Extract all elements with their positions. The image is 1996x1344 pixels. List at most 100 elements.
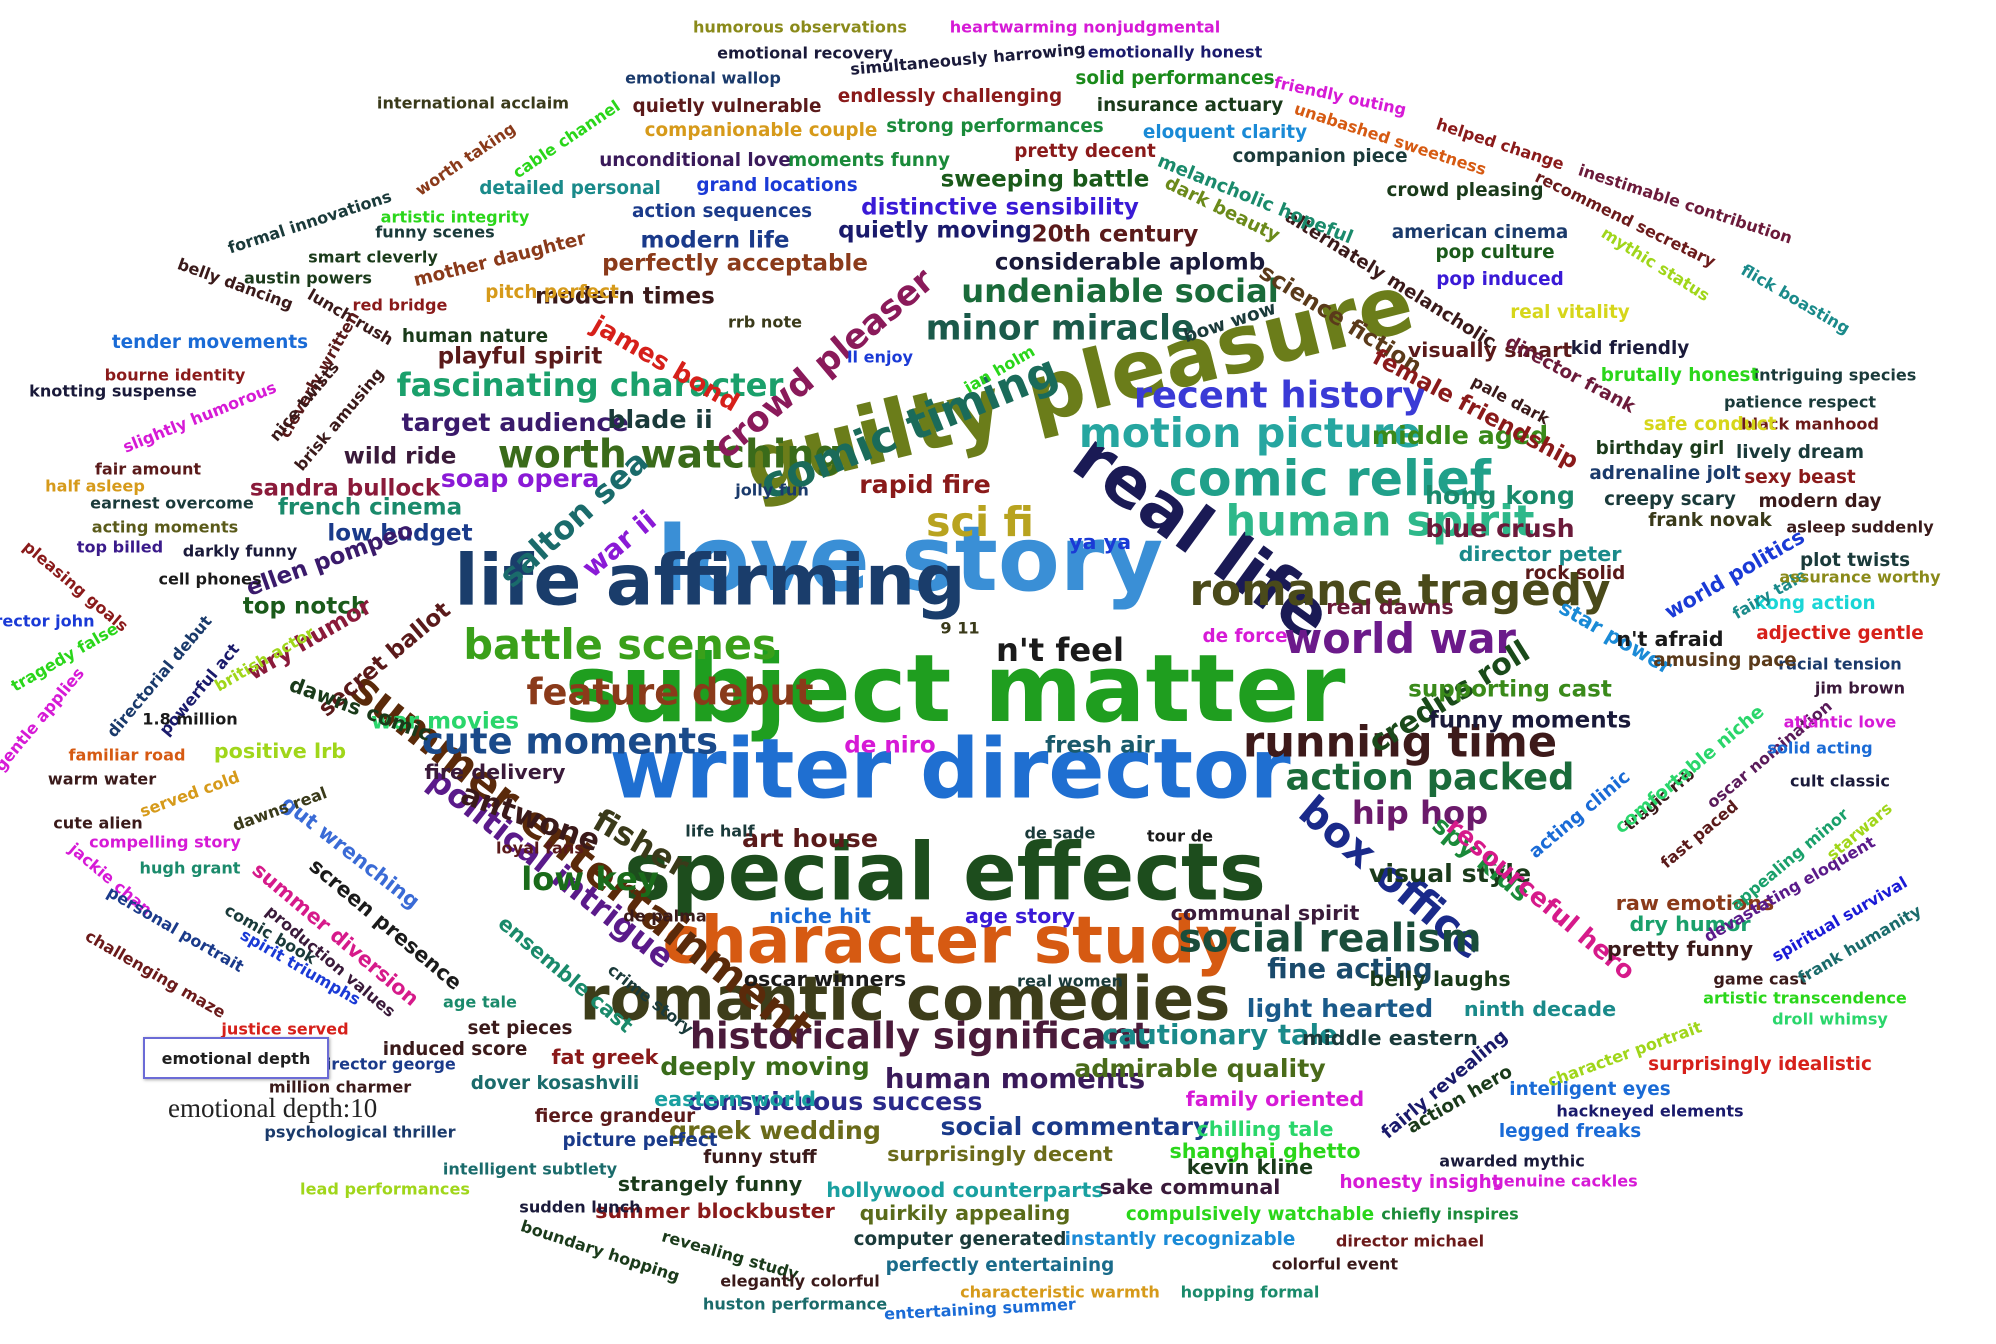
word-endlessly-challenging[interactable]: endlessly challenging [838,86,1062,107]
word-fast-paced[interactable]: fast paced [1657,796,1742,872]
word-low-key[interactable]: low key [521,860,658,898]
word-intelligent-subtlety[interactable]: intelligent subtlety [443,1160,618,1179]
word-middle-eastern[interactable]: middle eastern [1302,1026,1478,1050]
word-lead-performances[interactable]: lead performances [300,1180,470,1199]
word-minor-miracle[interactable]: minor miracle [926,309,1195,349]
word-american-cinema[interactable]: american cinema [1392,222,1569,243]
word-huston-performance[interactable]: huston performance [703,1295,887,1314]
word-solid-performances[interactable]: solid performances [1075,68,1274,89]
word-instantly-recognizable[interactable]: instantly recognizable [1065,1229,1296,1250]
word-visual-style[interactable]: visual style [1369,859,1531,888]
word-n-t-feel[interactable]: n't feel [996,631,1124,669]
word-comic-relief[interactable]: comic relief [1169,451,1492,508]
word-computer-generated[interactable]: computer generated [854,1229,1067,1250]
word-grand-locations[interactable]: grand locations [696,175,857,196]
word-subject-matter[interactable]: subject matter [565,635,1347,744]
word-surprisingly-idealistic[interactable]: surprisingly idealistic [1648,1054,1872,1075]
word-birthday-girl[interactable]: birthday girl [1596,438,1725,459]
word-sexy-beast[interactable]: sexy beast [1744,467,1856,488]
word-tender-movements[interactable]: tender movements [112,332,308,353]
word-quietly-vulnerable[interactable]: quietly vulnerable [633,96,822,117]
word-real-dawns[interactable]: real dawns [1326,595,1453,619]
word-dover-kosashvili[interactable]: dover kosashvili [471,1073,639,1094]
word-romance-tragedy[interactable]: romance tragedy [1190,565,1611,616]
word-pitch-perfect[interactable]: pitch perfect [485,282,619,303]
word-art-house[interactable]: art house [742,824,878,853]
word-n-t-afraid[interactable]: n't afraid [1616,627,1723,651]
word-action-packed[interactable]: action packed [1286,756,1575,799]
word-pretty-decent[interactable]: pretty decent [1014,141,1156,162]
word-social-commentary[interactable]: social commentary [940,1112,1210,1141]
word-funny-moments[interactable]: funny moments [1429,708,1632,734]
word-colorful-event[interactable]: colorful event [1272,1255,1398,1274]
word-jolly-fun[interactable]: jolly fun [734,481,809,500]
word-ninth-decade[interactable]: ninth decade [1464,997,1616,1021]
word-blue-crush[interactable]: blue crush [1425,514,1574,543]
word-de-niro[interactable]: de niro [844,733,935,759]
word-20th-century[interactable]: 20th century [1032,222,1199,248]
word-de-sade[interactable]: de sade [1025,824,1096,843]
word-wild-ride[interactable]: wild ride [344,444,457,470]
word-conspicuous-success[interactable]: conspicuous success [688,1087,983,1116]
word-hong-kong[interactable]: hong kong [1425,481,1575,510]
word-niche-hit[interactable]: niche hit [769,904,871,928]
word-fire-delivery[interactable]: fire delivery [425,760,567,784]
word-family-oriented[interactable]: family oriented [1186,1087,1364,1111]
word-lively-dream[interactable]: lively dream [1736,442,1864,463]
word-plot-twists[interactable]: plot twists [1800,550,1910,571]
word-hopping-formal[interactable]: hopping formal [1181,1283,1320,1302]
word-solid-acting[interactable]: solid acting [1767,739,1872,758]
word-sci-fi[interactable]: sci fi [926,498,1034,546]
word-motion-picture[interactable]: motion picture [1079,409,1421,457]
word-character-study[interactable]: character study [662,904,1237,979]
word-human-spirit[interactable]: human spirit [1226,497,1535,547]
word-black-manhood[interactable]: black manhood [1741,415,1879,434]
word-perfectly-entertaining[interactable]: perfectly entertaining [886,1255,1115,1276]
word-compelling-story[interactable]: compelling story [89,833,241,852]
word-eastern-world[interactable]: eastern world [654,1087,816,1111]
word-writer-director[interactable]: writer director [609,720,1290,817]
word-soap-opera[interactable]: soap opera [441,464,600,493]
word-modern-times[interactable]: modern times [535,284,715,310]
word-running-time[interactable]: running time [1243,718,1557,768]
word-distinctive-sensibility[interactable]: distinctive sensibility [861,195,1139,221]
word-insurance-actuary[interactable]: insurance actuary [1097,95,1283,116]
word-director-michael[interactable]: director michael [1336,1232,1484,1251]
word-social-realism[interactable]: social realism [1179,917,1482,962]
word-patience-respect[interactable]: patience respect [1724,393,1876,412]
word-sandra-bullock[interactable]: sandra bullock [250,476,441,502]
word-atlantic-love[interactable]: atlantic love [1784,713,1897,732]
word-1-8-million[interactable]: 1.8 million [142,710,237,729]
word-top-billed[interactable]: top billed [77,538,163,557]
word-warm-water[interactable]: warm water [48,770,156,789]
word-jim-brown[interactable]: jim brown [1814,679,1905,698]
word-artistic-transcendence[interactable]: artistic transcendence [1703,989,1907,1008]
word-familiar-road[interactable]: familiar road [69,746,186,765]
word-humorous-observations[interactable]: humorous observations [693,18,907,37]
word-flick-boasting[interactable]: flick boasting [1738,260,1854,338]
word-modern-life[interactable]: modern life [641,228,790,254]
word-frank-novak[interactable]: frank novak [1648,510,1772,531]
word-strong-performances[interactable]: strong performances [886,116,1104,137]
word-acting-moments[interactable]: acting moments [92,518,238,537]
word-artistic-integrity[interactable]: artistic integrity [381,208,530,227]
word-brutally-honest[interactable]: brutally honest [1601,365,1760,386]
word-kevin-kline[interactable]: kevin kline [1187,1155,1313,1179]
word-racial-tension[interactable]: racial tension [1778,655,1902,674]
word-light-hearted[interactable]: light hearted [1247,994,1433,1023]
word-cult-classic[interactable]: cult classic [1790,772,1890,791]
word-hollywood-counterparts[interactable]: hollywood counterparts [826,1178,1103,1202]
word-characteristic-warmth[interactable]: characteristic warmth [960,1283,1160,1302]
word-human-nature[interactable]: human nature [402,326,548,347]
word-moments-funny[interactable]: moments funny [788,150,950,171]
word-companion-piece[interactable]: companion piece [1232,146,1407,167]
word-amusing-pace[interactable]: amusing pace [1653,650,1797,671]
word-real-women[interactable]: real women [1017,972,1123,991]
word-rrb-note[interactable]: rrb note [728,313,802,332]
word-sudden-lunch[interactable]: sudden lunch [519,1198,640,1217]
word-ya-ya[interactable]: ya ya [1069,530,1131,554]
word-director-peter[interactable]: director peter [1459,542,1623,566]
word-cute-moments[interactable]: cute moments [422,720,718,763]
word-elegantly-colorful[interactable]: elegantly colorful [720,1272,880,1291]
word-tour-de[interactable]: tour de [1147,827,1213,846]
